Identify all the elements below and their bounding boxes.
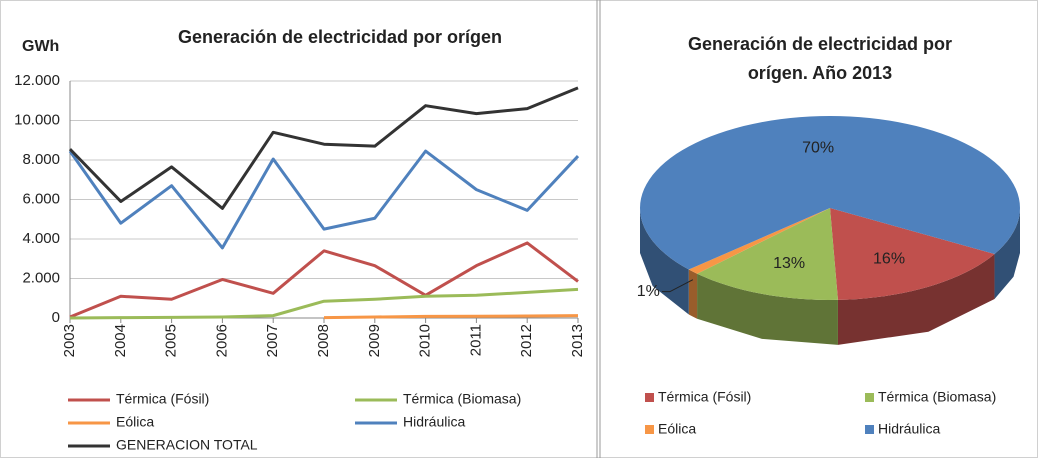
legend-label: Térmica (Biomasa) <box>403 391 521 407</box>
pie-side <box>837 254 995 345</box>
line-series <box>68 149 580 250</box>
legend-label: GENERACION TOTAL <box>116 437 258 453</box>
line-series <box>68 86 579 210</box>
pie-side <box>994 208 1020 299</box>
legend-label: Hidráulica <box>403 414 465 430</box>
legend-swatch <box>645 425 654 434</box>
legend-label: Térmica (Biomasa) <box>878 389 996 405</box>
pie-slice <box>640 116 1020 270</box>
x-tick-label: 2003 <box>61 324 78 357</box>
x-tick-label: 2005 <box>163 324 180 357</box>
pie-slice <box>697 208 838 300</box>
data-label: 1% <box>637 283 660 300</box>
pie-side <box>697 273 838 345</box>
y-tick-label: 6.000 <box>22 190 60 207</box>
legend-label: Eólica <box>116 414 154 430</box>
legend-swatch <box>865 393 874 402</box>
data-label: 16% <box>873 250 905 267</box>
pie-slice <box>830 208 995 300</box>
legend-swatch <box>645 393 654 402</box>
legend-swatch <box>865 425 874 434</box>
pie-side <box>688 269 698 319</box>
line-series <box>69 241 579 319</box>
pie-title: Generación de electricidad por <box>688 34 952 54</box>
x-tick-label: 2004 <box>112 324 129 357</box>
x-tick-label: 2010 <box>417 324 434 357</box>
y-tick-label: 12.000 <box>14 72 60 89</box>
leader-line <box>661 279 694 293</box>
x-tick-label: 2011 <box>467 324 484 356</box>
legend-label: Térmica (Fósil) <box>116 391 209 407</box>
y-tick-label: 2.000 <box>22 269 60 286</box>
x-tick-label: 2013 <box>569 324 586 357</box>
y-tick-label: 10.000 <box>14 111 60 128</box>
y-tick-label: 0 <box>52 309 60 326</box>
line-chart-title: Generación de electricidad por orígen <box>178 27 502 47</box>
data-label: 13% <box>773 255 805 272</box>
y-tick-label: 8.000 <box>22 151 60 168</box>
x-tick-label: 2009 <box>366 324 383 357</box>
legend-label: Eólica <box>658 421 696 437</box>
line-series <box>323 314 579 320</box>
pie-title: orígen. Año 2013 <box>748 63 892 83</box>
legend-label: Térmica (Fósil) <box>658 389 751 405</box>
x-tick-label: 2008 <box>315 324 332 357</box>
line-series <box>69 287 579 320</box>
x-tick-label: 2012 <box>518 324 535 357</box>
x-tick-label: 2007 <box>264 324 281 357</box>
y-tick-label: 4.000 <box>22 230 60 247</box>
legend-label: Hidráulica <box>878 421 940 437</box>
data-label: 70% <box>802 140 834 157</box>
pie-slice <box>688 208 830 274</box>
y-axis-label: GWh <box>22 38 59 55</box>
x-tick-label: 2006 <box>213 324 230 357</box>
